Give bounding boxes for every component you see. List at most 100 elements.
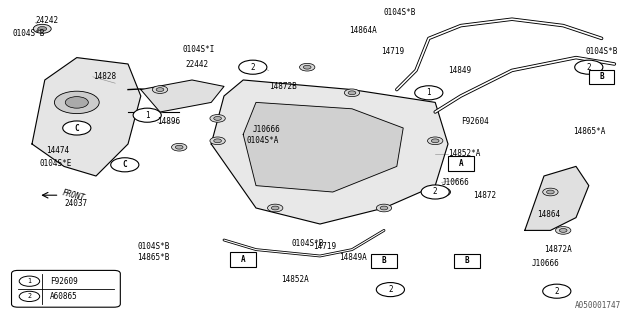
Text: 1: 1 (145, 111, 150, 120)
Circle shape (575, 60, 603, 74)
Circle shape (348, 91, 356, 95)
Text: 0104S*I: 0104S*I (182, 45, 215, 54)
Circle shape (559, 228, 567, 232)
Circle shape (248, 63, 257, 68)
Circle shape (214, 139, 221, 143)
Text: F92609: F92609 (50, 277, 77, 286)
FancyBboxPatch shape (230, 252, 256, 267)
Circle shape (344, 89, 360, 97)
Polygon shape (243, 102, 403, 192)
Circle shape (175, 145, 183, 149)
Text: 14852*A: 14852*A (448, 149, 481, 158)
Text: 1: 1 (426, 88, 431, 97)
Circle shape (33, 24, 51, 33)
Text: 14849: 14849 (448, 66, 471, 75)
Text: 14865*B: 14865*B (138, 253, 170, 262)
Circle shape (428, 137, 443, 145)
Circle shape (421, 185, 449, 199)
Text: B: B (381, 256, 387, 265)
Circle shape (38, 27, 47, 31)
Text: A050001747: A050001747 (575, 301, 621, 310)
Circle shape (437, 190, 446, 194)
Text: 2: 2 (28, 293, 31, 300)
Text: A60865: A60865 (50, 292, 77, 301)
Circle shape (172, 143, 187, 151)
Text: B: B (599, 72, 604, 81)
Circle shape (386, 287, 395, 292)
Circle shape (152, 86, 168, 93)
Text: 0104S*E: 0104S*E (40, 159, 72, 168)
Text: 14872A: 14872A (544, 245, 572, 254)
Text: 1: 1 (28, 278, 31, 284)
Circle shape (54, 91, 99, 114)
Circle shape (547, 190, 554, 194)
Text: 24037: 24037 (64, 199, 87, 208)
Circle shape (19, 276, 40, 286)
FancyBboxPatch shape (12, 270, 120, 307)
Polygon shape (32, 58, 141, 176)
Circle shape (431, 139, 439, 143)
Circle shape (543, 188, 558, 196)
Text: 2: 2 (388, 285, 393, 294)
Circle shape (303, 65, 311, 69)
Circle shape (580, 61, 598, 70)
Circle shape (376, 204, 392, 212)
Circle shape (543, 284, 571, 298)
FancyBboxPatch shape (448, 156, 474, 171)
Text: 14865*A: 14865*A (573, 127, 605, 136)
Circle shape (381, 285, 399, 294)
Circle shape (415, 86, 443, 100)
Text: 14849A: 14849A (339, 253, 367, 262)
Circle shape (548, 287, 566, 296)
Circle shape (239, 60, 267, 74)
FancyBboxPatch shape (371, 254, 397, 268)
Text: C: C (74, 124, 79, 132)
Circle shape (380, 206, 388, 210)
Text: 0104S*B: 0104S*B (13, 29, 45, 38)
Circle shape (210, 115, 225, 122)
Text: A: A (458, 159, 463, 168)
Text: 22442: 22442 (186, 60, 209, 68)
Text: 24242: 24242 (35, 16, 58, 25)
Circle shape (65, 97, 88, 108)
Circle shape (19, 291, 40, 301)
Text: 0104S*B: 0104S*B (586, 47, 618, 56)
Text: J10666: J10666 (253, 125, 280, 134)
Circle shape (214, 116, 221, 120)
Circle shape (244, 61, 262, 70)
Text: 14719: 14719 (314, 242, 337, 251)
Polygon shape (211, 80, 448, 224)
Polygon shape (141, 80, 224, 112)
Text: B: B (465, 256, 470, 265)
Text: 2: 2 (586, 63, 591, 72)
Circle shape (552, 289, 561, 293)
Text: 14864A: 14864A (349, 26, 376, 35)
Text: 14828: 14828 (93, 72, 116, 81)
Text: A: A (241, 255, 246, 264)
Circle shape (376, 283, 404, 297)
Text: 2: 2 (433, 188, 438, 196)
Text: 14864: 14864 (538, 210, 561, 219)
Text: 0104S*B: 0104S*B (384, 8, 417, 17)
Text: J10666: J10666 (531, 260, 559, 268)
Circle shape (300, 63, 315, 71)
Text: C: C (122, 160, 127, 169)
Text: 0104S*B: 0104S*B (291, 239, 324, 248)
FancyBboxPatch shape (454, 254, 480, 268)
Text: 2: 2 (250, 63, 255, 72)
Circle shape (556, 227, 571, 234)
Circle shape (433, 188, 451, 196)
Text: 14872B: 14872B (269, 82, 296, 91)
Circle shape (111, 158, 139, 172)
Text: 14474: 14474 (46, 146, 69, 155)
Text: 14872: 14872 (474, 191, 497, 200)
Circle shape (584, 63, 593, 68)
Circle shape (156, 88, 164, 92)
Circle shape (268, 204, 283, 212)
Circle shape (210, 137, 225, 145)
Text: FRONT: FRONT (61, 188, 86, 203)
Text: 0104S*A: 0104S*A (246, 136, 279, 145)
Text: 14852A: 14852A (282, 276, 309, 284)
FancyBboxPatch shape (589, 70, 614, 84)
Text: 2: 2 (554, 287, 559, 296)
